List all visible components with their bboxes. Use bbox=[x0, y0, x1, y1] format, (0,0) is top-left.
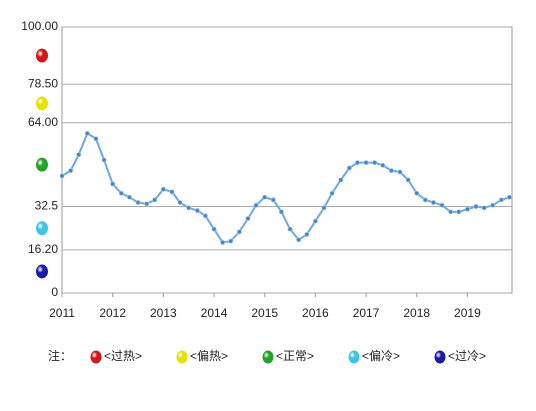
y-tick-label: 78.50 bbox=[28, 76, 58, 90]
point bbox=[186, 205, 192, 211]
x-tick-label: 2014 bbox=[201, 306, 228, 320]
point bbox=[76, 152, 82, 158]
x-tick-label: 2016 bbox=[302, 306, 329, 320]
point bbox=[245, 216, 251, 222]
legend-marker bbox=[90, 350, 102, 364]
point bbox=[490, 202, 496, 208]
point bbox=[346, 165, 352, 171]
point bbox=[481, 205, 487, 211]
point bbox=[354, 160, 360, 166]
legend-label: <正常> bbox=[276, 349, 314, 363]
plot-frame bbox=[61, 26, 513, 294]
point bbox=[220, 239, 226, 245]
point bbox=[464, 206, 470, 212]
point bbox=[448, 209, 454, 215]
point bbox=[160, 186, 166, 192]
x-tick-label: 2015 bbox=[251, 306, 278, 320]
point bbox=[262, 194, 268, 200]
point bbox=[84, 130, 90, 136]
legend-label: <偏热> bbox=[190, 348, 228, 363]
point bbox=[405, 177, 411, 183]
point bbox=[439, 202, 445, 208]
point bbox=[388, 168, 394, 174]
point bbox=[312, 218, 318, 224]
point bbox=[422, 197, 428, 203]
point bbox=[456, 209, 462, 215]
point bbox=[144, 201, 150, 207]
point bbox=[270, 197, 276, 203]
zone-marker bbox=[36, 157, 48, 172]
zone-marker bbox=[36, 96, 48, 111]
point bbox=[397, 169, 403, 175]
point bbox=[253, 202, 259, 208]
y-tick-label: 0 bbox=[51, 285, 58, 299]
point bbox=[126, 194, 132, 200]
point bbox=[278, 209, 284, 215]
point bbox=[414, 190, 420, 196]
point bbox=[110, 181, 116, 187]
y-tick-label: 64.00 bbox=[28, 115, 58, 129]
point bbox=[498, 197, 504, 203]
point bbox=[236, 229, 242, 235]
x-tick-label: 2017 bbox=[353, 306, 380, 320]
point bbox=[296, 237, 302, 243]
point bbox=[304, 231, 310, 237]
point bbox=[169, 189, 175, 195]
point bbox=[211, 226, 217, 232]
point bbox=[59, 173, 65, 179]
point bbox=[68, 168, 74, 174]
point bbox=[135, 200, 141, 206]
point bbox=[101, 157, 107, 163]
point bbox=[321, 205, 327, 211]
y-tick-label: 100.00 bbox=[21, 19, 58, 33]
point bbox=[338, 177, 344, 183]
x-tick-label: 2012 bbox=[99, 306, 126, 320]
zone-marker bbox=[36, 264, 48, 279]
y-tick-label: 32.5 bbox=[35, 199, 59, 213]
point bbox=[430, 200, 436, 206]
point bbox=[202, 213, 208, 219]
point bbox=[380, 162, 386, 168]
legend-marker bbox=[176, 350, 188, 364]
point bbox=[473, 204, 479, 210]
point bbox=[506, 194, 512, 200]
legend-marker bbox=[262, 350, 274, 364]
legend-label: <过热> bbox=[104, 349, 142, 363]
x-tick-label: 2019 bbox=[454, 306, 481, 320]
legend-label: <过冷> bbox=[448, 349, 486, 363]
point bbox=[372, 160, 378, 166]
zone-marker bbox=[36, 221, 48, 236]
y-tick-label: 16.20 bbox=[28, 242, 58, 256]
point bbox=[152, 197, 158, 203]
x-tick-label: 2018 bbox=[403, 306, 430, 320]
point bbox=[177, 200, 183, 206]
x-tick-label: 2013 bbox=[150, 306, 177, 320]
point bbox=[363, 160, 369, 166]
x-tick-label: 2011 bbox=[49, 306, 75, 320]
legend-marker bbox=[348, 350, 360, 364]
line bbox=[61, 131, 510, 244]
legend-marker bbox=[434, 350, 446, 364]
zone-marker bbox=[36, 48, 48, 63]
point bbox=[228, 238, 234, 244]
legend-title: 注： bbox=[48, 348, 72, 363]
point bbox=[118, 190, 124, 196]
point bbox=[194, 208, 200, 214]
point bbox=[287, 226, 293, 232]
legend-label: <偏冷> bbox=[362, 348, 400, 363]
point bbox=[93, 136, 99, 142]
point bbox=[329, 190, 335, 196]
